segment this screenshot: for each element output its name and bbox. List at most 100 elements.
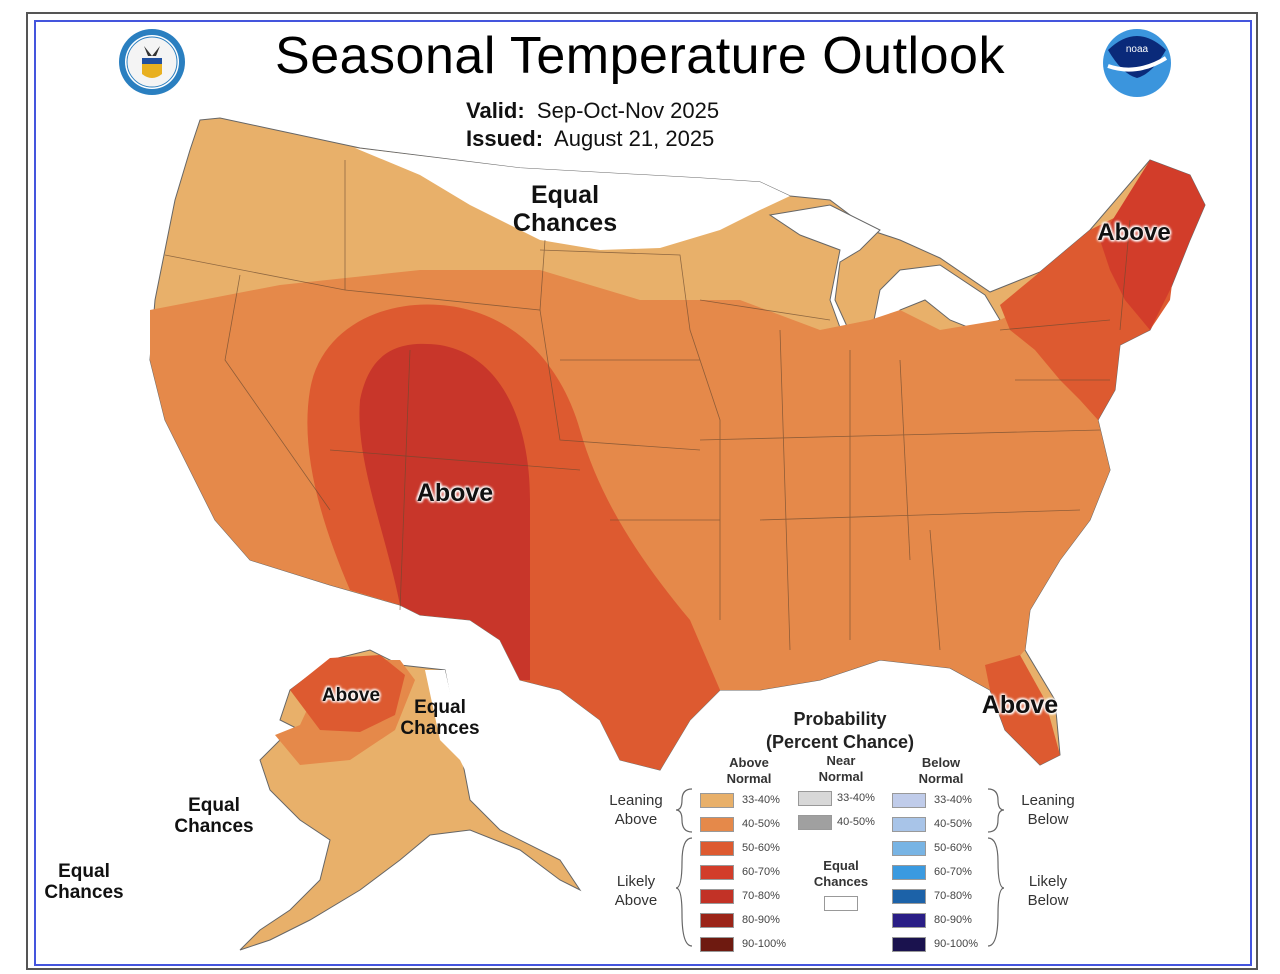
label-line: Chances — [44, 881, 124, 903]
department-of-commerce-seal-icon — [118, 28, 186, 96]
label-line: Equal — [188, 795, 240, 816]
label-southwest-above: Above — [416, 479, 494, 507]
swatch-label: 33-40% — [742, 794, 780, 806]
col-line: Above — [729, 755, 769, 770]
grp-line: Likely — [1028, 873, 1068, 890]
legend-title: Probability (Percent Chance) — [740, 708, 940, 753]
brace-likely-below — [987, 837, 1005, 947]
label-line: Equal — [414, 697, 466, 718]
issued-value: August 21, 2025 — [554, 126, 715, 151]
grp-line: Above — [614, 810, 658, 828]
swatch-above-90-100 — [700, 937, 734, 952]
grp-line: Leaning — [609, 792, 663, 809]
label-line: Chances — [174, 815, 254, 837]
swatch-below-90-100 — [892, 937, 926, 952]
swatch-above-60-70 — [700, 865, 734, 880]
noaa-logo-icon: noaa — [1102, 28, 1172, 98]
swatch-above-50-60 — [700, 841, 734, 856]
group-leaning-above: Leaning Above — [598, 792, 674, 830]
grp-line: Below — [1027, 891, 1069, 909]
page-title: Seasonal Temperature Outlook — [275, 27, 1005, 85]
svg-text:noaa: noaa — [1126, 44, 1149, 55]
swatch-label: 80-90% — [742, 914, 780, 926]
legend-title-line1: Probability — [793, 709, 887, 729]
col-line: Normal — [726, 771, 772, 787]
col-line: Equal — [823, 858, 859, 873]
swatch-below-50-60 — [892, 841, 926, 856]
group-likely-above: Likely Above — [598, 873, 674, 911]
swatch-equal-chances — [824, 896, 858, 911]
swatch-label: 40-50% — [934, 818, 972, 830]
label-line: Equal — [530, 181, 600, 209]
label-line: Chances — [400, 717, 480, 739]
label-alaska-west-equal: Equal Chances — [162, 795, 266, 838]
grp-line: Below — [1027, 810, 1069, 828]
swatch-below-60-70 — [892, 865, 926, 880]
swatch-label: 50-60% — [742, 842, 780, 854]
swatch-label: 70-80% — [934, 890, 972, 902]
swatch-label: 33-40% — [837, 792, 875, 804]
brace-leaning-above — [675, 788, 693, 833]
swatch-label: 90-100% — [742, 938, 787, 950]
label-alaska-above: Above — [321, 685, 381, 706]
col-line: Chances — [813, 874, 869, 890]
inner-frame — [34, 20, 1252, 966]
swatch-label: 90-100% — [934, 938, 979, 950]
grp-line: Above — [614, 891, 658, 909]
col-line: Below — [921, 755, 961, 770]
issued-line: Issued: August 21, 2025 — [466, 126, 714, 152]
col-line: Normal — [918, 771, 964, 787]
brace-likely-above — [675, 837, 693, 947]
state-borders — [164, 160, 1131, 651]
legend-equal-chances: Equal Chances — [806, 858, 876, 891]
col-line: Normal — [818, 769, 864, 785]
label-northern-plains: Equal Chances — [500, 181, 630, 237]
swatch-label: 70-80% — [742, 890, 780, 902]
label-line: Chances — [512, 208, 618, 237]
swatch-near-40-50 — [798, 815, 832, 830]
issued-label: Issued: — [466, 126, 544, 151]
group-leaning-below: Leaning Below — [1010, 792, 1086, 830]
equal-chances-north — [355, 148, 790, 250]
swatch-label: 60-70% — [742, 866, 780, 878]
above-60-70-new-england — [1100, 160, 1205, 330]
swatch-label: 40-50% — [742, 818, 780, 830]
valid-line: Valid: Sep-Oct-Nov 2025 — [466, 98, 719, 124]
swatch-above-80-90 — [700, 913, 734, 928]
above-60-70-southwest-core — [359, 343, 530, 680]
alaska-equal-chances-east — [425, 670, 470, 780]
legend-col-below: Below Normal — [904, 755, 978, 788]
label-alaska-east-equal: Equal Chances — [390, 697, 490, 740]
swatch-label: 80-90% — [934, 914, 972, 926]
above-50-60-florida — [985, 655, 1060, 765]
group-likely-below: Likely Below — [1010, 873, 1086, 911]
legend-col-near: Near Normal — [804, 753, 878, 786]
swatch-below-80-90 — [892, 913, 926, 928]
swatch-below-40-50 — [892, 817, 926, 832]
grp-line: Likely — [616, 873, 656, 890]
swatch-label: 50-60% — [934, 842, 972, 854]
swatch-label: 40-50% — [837, 816, 875, 828]
label-line: Equal — [58, 861, 110, 882]
swatch-above-33-40 — [700, 793, 734, 808]
label-aleutians-equal: Equal Chances — [34, 861, 134, 904]
swatch-below-70-80 — [892, 889, 926, 904]
swatch-label: 60-70% — [934, 866, 972, 878]
alaska-above-50-60 — [290, 655, 405, 732]
swatch-below-33-40 — [892, 793, 926, 808]
label-northeast-above: Above — [1097, 219, 1171, 246]
legend-title-line2: (Percent Chance) — [765, 731, 915, 752]
swatch-near-33-40 — [798, 791, 832, 806]
legend-col-above: Above Normal — [712, 755, 786, 788]
swatch-above-70-80 — [700, 889, 734, 904]
valid-value: Sep-Oct-Nov 2025 — [536, 98, 720, 123]
col-line: Near — [826, 753, 856, 768]
swatch-above-40-50 — [700, 817, 734, 832]
brace-leaning-below — [987, 788, 1005, 833]
label-florida-above: Above — [981, 691, 1059, 719]
valid-label: Valid: — [466, 98, 525, 123]
grp-line: Leaning — [1021, 792, 1075, 809]
swatch-label: 33-40% — [934, 794, 972, 806]
